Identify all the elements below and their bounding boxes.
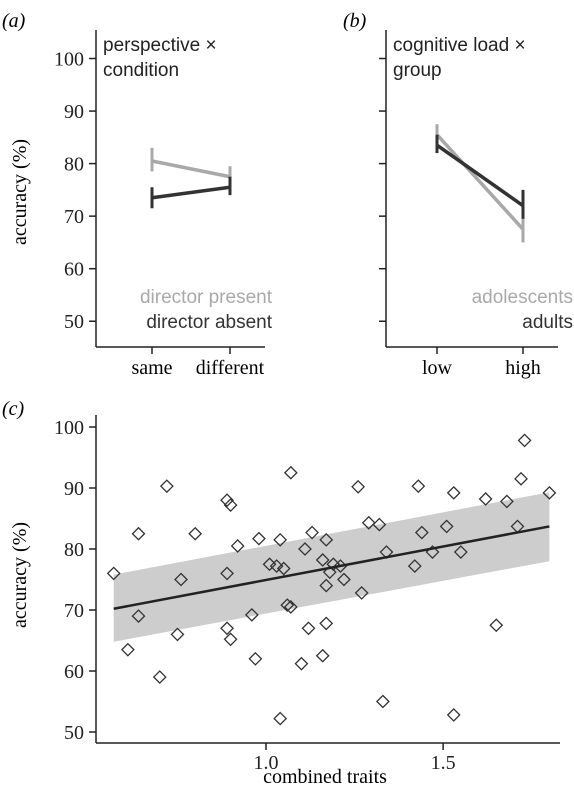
data-point [230,539,245,553]
data-point [220,566,234,581]
data-point [283,600,298,614]
legend-director-absent: director absent [146,312,272,333]
x-tick-label-low: low [422,357,453,379]
data-point [315,553,330,567]
data-point [305,525,319,540]
panel-a: (a) accuracy (%) perspective × condition… [2,10,273,379]
data-point [315,648,330,663]
data-point [354,586,369,600]
x-tick-label-c: 1.5 [431,752,456,774]
data-point [499,494,514,509]
y-tick-label-c: 100 [54,417,84,439]
data-point [414,525,429,540]
y-tick-label-a: 60 [64,259,84,281]
data-point [411,479,426,494]
data-point [439,519,454,534]
panel-b-title-line-2: group [393,60,442,81]
y-tick-label-c: 80 [64,539,84,561]
data-point [170,627,185,642]
x-axis-label-c: combined traits [263,766,387,788]
data-point [337,572,351,587]
y-tick-label-a: 80 [64,154,84,176]
panel-a-title-line-1: perspective × [103,35,217,56]
y-axis-label-a: accuracy (%) [9,139,31,245]
regression-line [113,525,550,611]
y-axis-label-c: accuracy (%) [9,522,31,628]
series-line-director-absent [151,185,231,200]
panel-c: (c) accuracy (%) combined traits 50 60 70 8… [2,398,560,788]
panel-label-c: (c) [2,398,25,420]
data-point [174,572,188,587]
data-point [319,616,334,631]
x-tick-label-c: 1.0 [254,752,279,774]
series-line-adolescents [435,133,525,231]
data-point [223,498,238,512]
legend-adolescents: adolescents [472,287,573,308]
panel-a-title-line-2: condition [103,60,179,81]
data-point [280,598,295,613]
panel-b: (b) cognitive load × group adolescents a… [343,10,573,379]
y-tick-label-c: 50 [64,722,84,744]
data-point [542,485,557,500]
data-point [244,607,259,622]
data-point [223,632,238,647]
x-tick-label-high: high [505,357,541,379]
y-tick-label-a: 100 [54,49,84,71]
data-point [372,517,387,532]
panel-label-b: (b) [343,10,367,32]
data-point [120,642,135,657]
data-point [220,621,234,636]
data-point [276,561,291,576]
data-point [269,559,284,573]
data-point [361,515,376,530]
series-line-adults [435,143,525,208]
data-point [248,651,263,666]
data-point [273,711,288,726]
data-point [152,670,167,685]
data-point [106,566,121,581]
legend-adults: adults [522,312,573,333]
data-point [298,542,312,556]
panel-label-a: (a) [2,10,26,32]
data-point [517,433,532,448]
y-tick-label-c: 90 [64,478,84,500]
data-point [351,479,366,494]
data-point [159,479,174,494]
data-point [446,485,461,500]
y-tick-label-c: 60 [64,661,84,683]
data-point [131,609,146,624]
data-point [478,492,493,506]
data-point [319,578,334,593]
data-point [252,531,266,546]
data-point [407,559,422,573]
data-point [301,621,316,636]
x-tick-label-different: different [196,357,265,379]
panel-b-title-line-1: cognitive load × [393,35,526,56]
series-line-director-present [151,159,231,179]
y-tick-label-a: 50 [64,311,84,333]
data-point [489,618,504,633]
data-point [453,545,468,559]
data-point [446,708,461,722]
y-tick-label-a: 90 [64,101,84,123]
data-point [283,465,298,480]
data-point [131,526,146,541]
data-point [375,694,390,709]
data-point [188,526,203,541]
data-point [319,532,334,547]
data-point [220,493,234,508]
data-point [294,656,309,671]
legend-director-present: director present [140,287,273,308]
y-tick-label-a: 70 [64,206,84,228]
data-point [273,532,288,547]
data-point [514,471,528,486]
x-tick-label-same: same [131,357,172,379]
y-tick-label-c: 70 [64,600,84,622]
